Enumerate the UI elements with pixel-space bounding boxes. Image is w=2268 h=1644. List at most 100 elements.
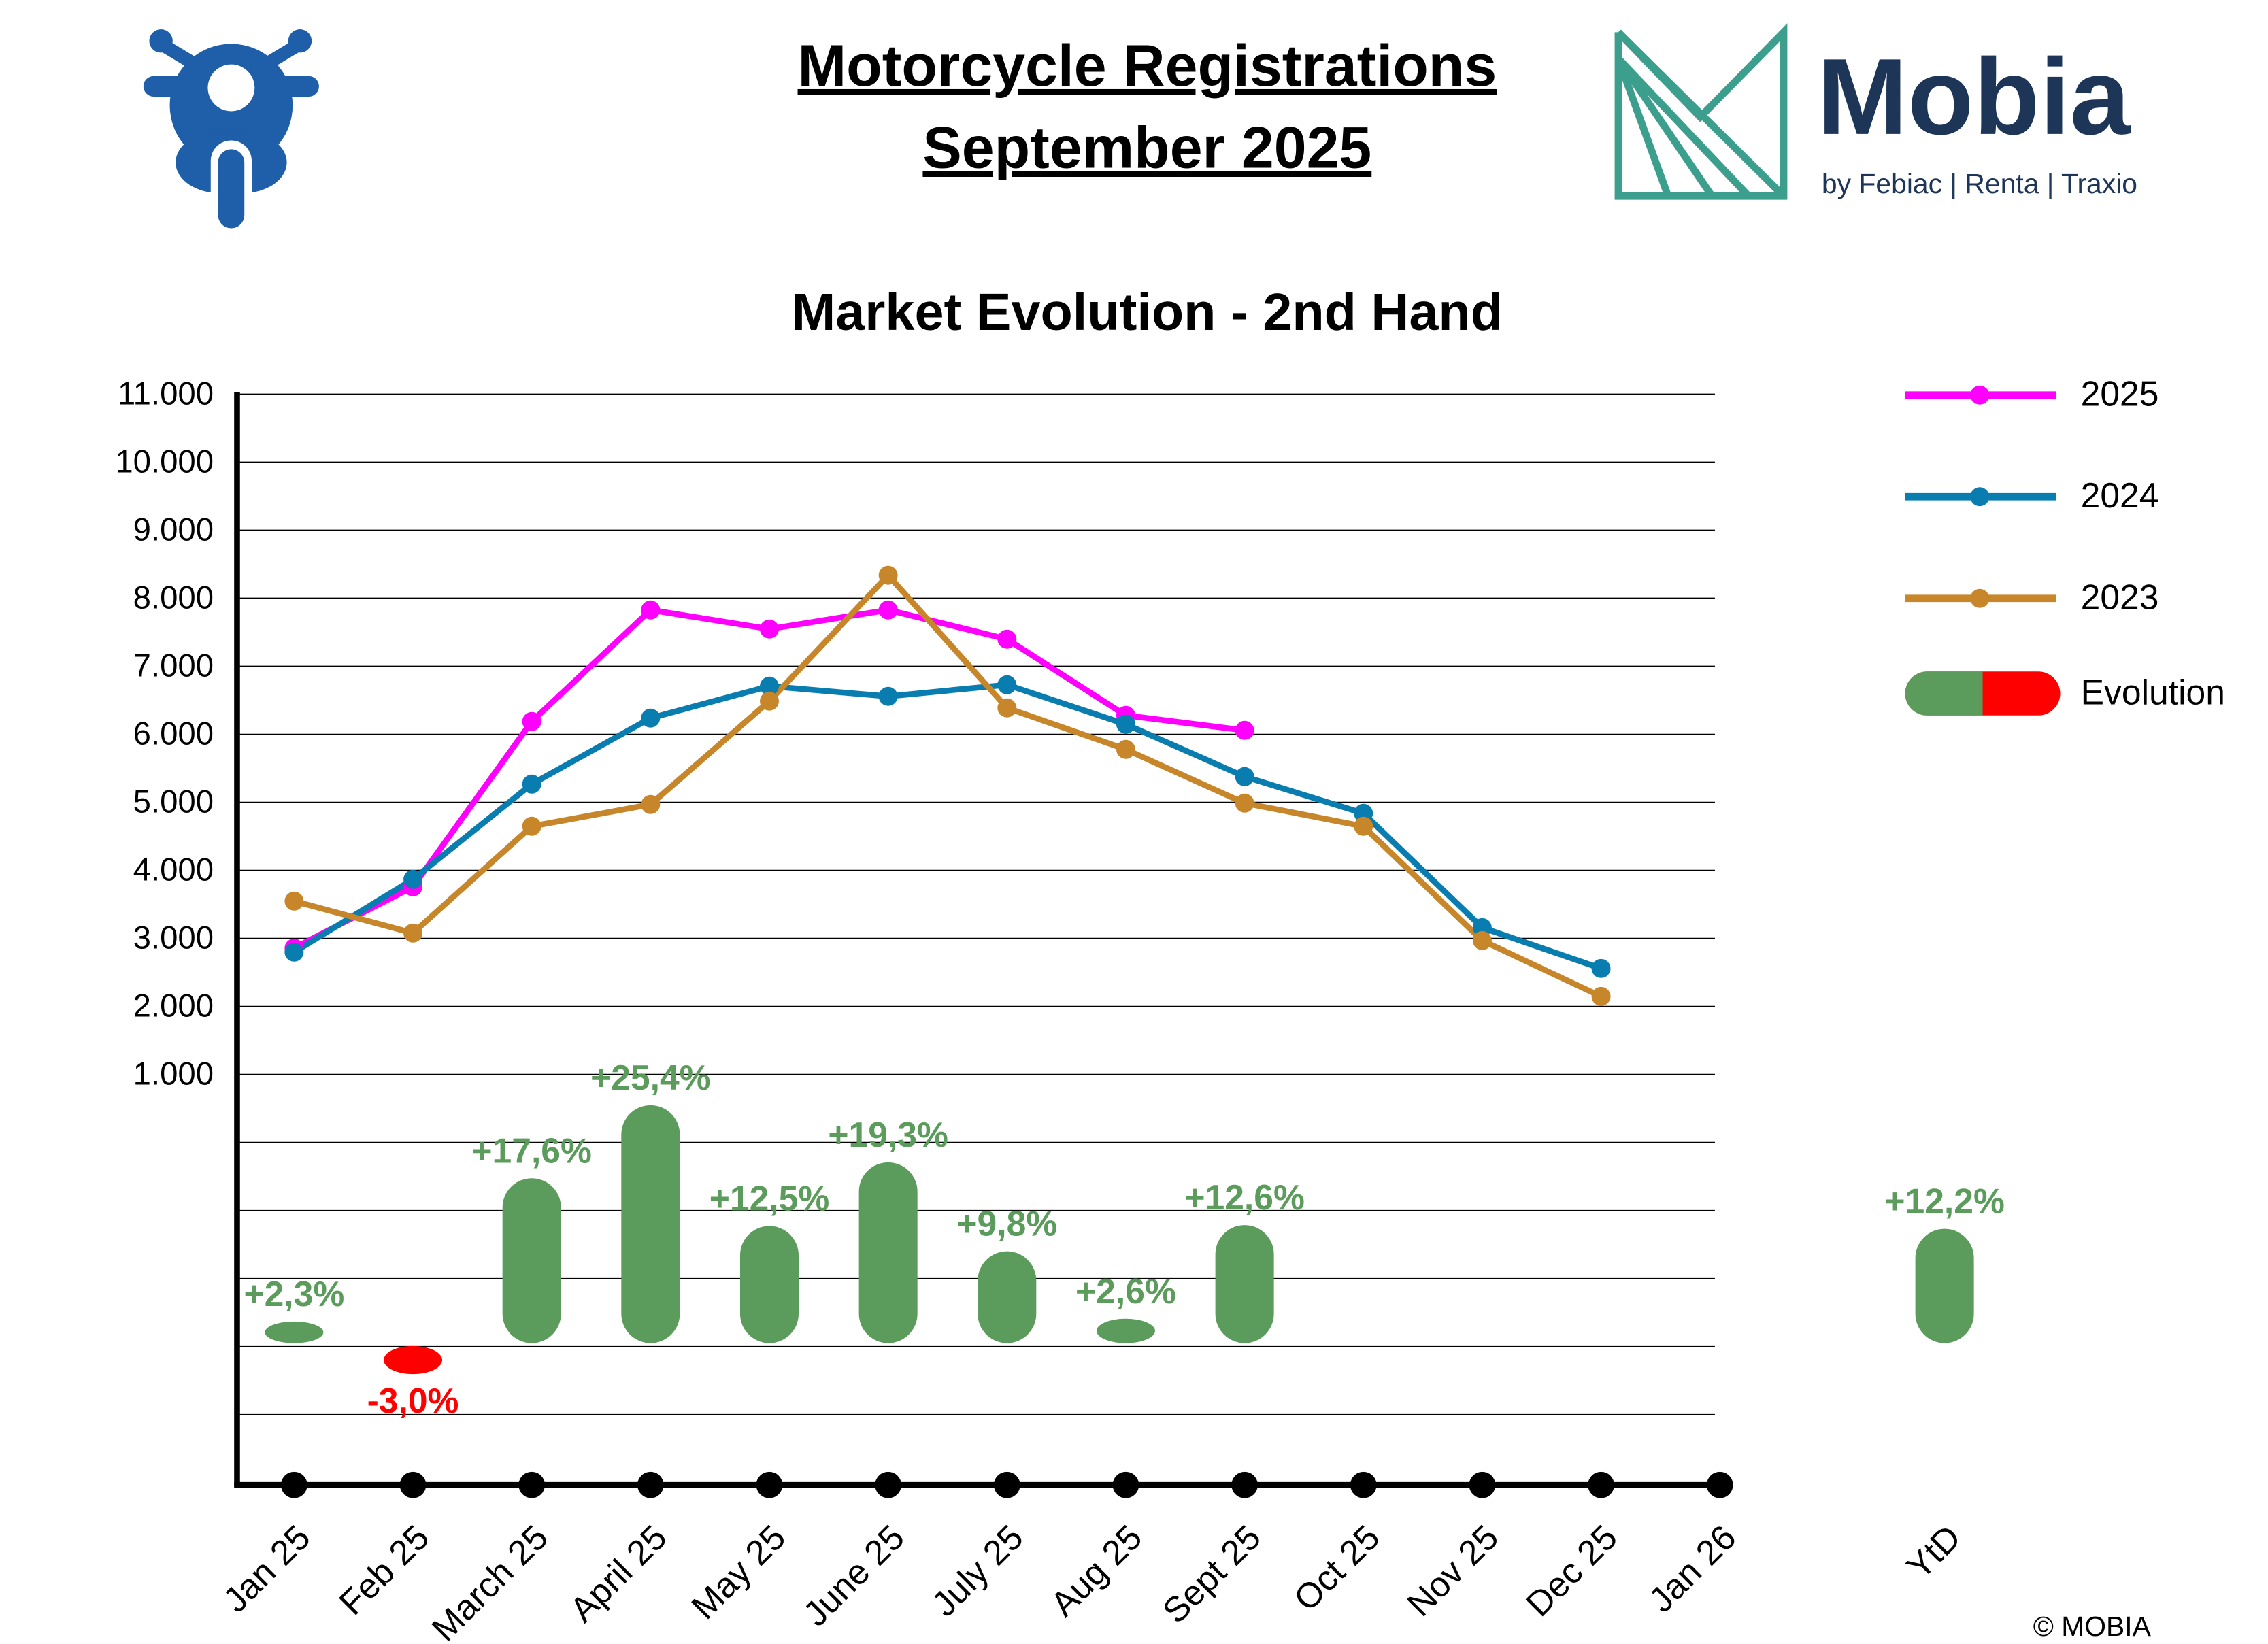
x-tick-dot <box>518 1471 546 1498</box>
x-tick-dot <box>637 1471 664 1498</box>
series-line <box>293 572 1603 999</box>
series-point <box>1472 930 1492 950</box>
series-point <box>522 774 541 794</box>
series-point <box>522 711 541 731</box>
evolution-bar <box>1215 1225 1274 1343</box>
y-tick-label: 8.000 <box>133 580 214 616</box>
series-point <box>1591 958 1611 978</box>
x-tick-dot <box>1469 1471 1496 1498</box>
legend-label: 2025 <box>2081 374 2159 414</box>
legend-label: 2024 <box>2081 475 2159 515</box>
legend-label: 2023 <box>2081 577 2159 617</box>
y-tick-label: 3.000 <box>133 920 214 956</box>
motorcycle-icon <box>143 29 319 231</box>
series-point <box>878 686 898 706</box>
evolution-bar <box>502 1178 561 1343</box>
series-point <box>1354 816 1373 836</box>
series-point <box>997 698 1017 718</box>
evolution-bar <box>621 1105 680 1343</box>
series-point <box>403 869 423 889</box>
x-tick-label: Sept 25 <box>1154 1517 1268 1631</box>
evolution-label: +19,3% <box>828 1115 948 1154</box>
x-tick-label: Dec 25 <box>1518 1517 1625 1624</box>
copyright: © MOBIA <box>2033 1611 2152 1642</box>
series-point <box>997 629 1017 649</box>
page-title: Motorcycle Registrations <box>798 33 1497 99</box>
x-tick-dot <box>993 1471 1020 1498</box>
logo-tagline: by Febiac | Renta | Traxio <box>1822 168 2137 199</box>
plot: 1.000 2.000 3.000 4.000 5.000 6.000 7.000 8.000… <box>115 374 2225 1644</box>
evolution-bar <box>1915 1228 1974 1343</box>
x-tick-label: April 25 <box>562 1517 674 1630</box>
evolution-label: -3,0% <box>367 1381 459 1420</box>
x-tick-dot <box>875 1471 902 1498</box>
series-point <box>641 600 661 620</box>
series-point <box>641 708 661 728</box>
chart-title: Market Evolution - 2nd Hand <box>792 283 1503 341</box>
evolution-label: +12,2% <box>1884 1181 2004 1221</box>
y-tick-label: 11.000 <box>118 375 214 412</box>
x-tick-dot <box>1706 1471 1733 1498</box>
evolution-bar <box>978 1251 1037 1343</box>
x-tick-label: Jan 25 <box>215 1517 318 1620</box>
logo-name: Mobia <box>1817 36 2131 157</box>
evolution-label: +17,6% <box>471 1130 591 1170</box>
series-point <box>878 600 898 620</box>
evolution-bar <box>739 1226 799 1343</box>
x-tick-dot <box>756 1471 783 1498</box>
page-title: September 2025 <box>922 115 1371 180</box>
x-tick-dot <box>1350 1471 1377 1498</box>
x-tick-label: Jan 26 <box>1641 1517 1744 1620</box>
series-point <box>760 619 779 639</box>
mobia-logo <box>1614 23 1788 200</box>
evolution-bar <box>858 1162 918 1343</box>
legend-marker <box>1970 487 1990 507</box>
x-tick-label: Feb 25 <box>331 1517 437 1623</box>
evolution-bar <box>1096 1318 1155 1343</box>
series-point <box>1116 714 1135 734</box>
x-tick-dot <box>1231 1471 1258 1498</box>
evolution-label: +25,4% <box>590 1058 710 1097</box>
y-tick-label: 4.000 <box>133 852 214 888</box>
y-tick-label: 2.000 <box>133 988 214 1024</box>
x-tick-label: July 25 <box>924 1517 1031 1624</box>
x-tick-label: Nov 25 <box>1399 1517 1506 1624</box>
x-tick-dot <box>281 1471 307 1498</box>
x-tick-dot <box>1112 1471 1139 1498</box>
series-point <box>1235 720 1254 740</box>
series-line <box>293 607 1246 951</box>
y-tick-label: 7.000 <box>133 648 214 684</box>
series-point <box>284 891 304 911</box>
legend-label: Evolution <box>2081 672 2225 711</box>
x-tick-dot <box>399 1471 427 1498</box>
series-point <box>1235 767 1254 786</box>
legend-marker <box>1970 588 1990 608</box>
x-tick-label: YtD <box>1899 1517 1968 1587</box>
series-line <box>293 682 1602 971</box>
series-point <box>997 675 1017 694</box>
series-point <box>878 565 898 585</box>
legend-marker <box>1970 385 1990 405</box>
y-tick-label: 10.000 <box>115 443 214 480</box>
evolution-label: +12,5% <box>710 1179 829 1218</box>
evolution-bar <box>265 1321 324 1343</box>
series-point <box>1235 793 1254 813</box>
series-point <box>1116 739 1135 759</box>
series-point <box>284 942 304 962</box>
y-tick-label: 5.000 <box>133 784 214 820</box>
evolution-label: +2,3% <box>244 1274 344 1313</box>
y-tick-label: 9.000 <box>133 511 214 548</box>
evolution-label: +12,6% <box>1184 1177 1304 1217</box>
x-tick-label: March 25 <box>424 1517 555 1644</box>
series-point <box>1591 986 1611 1006</box>
y-tick-label: 6.000 <box>133 716 214 752</box>
series-point <box>403 923 423 943</box>
x-tick-label: Oct 25 <box>1286 1517 1387 1619</box>
series-point <box>760 676 779 696</box>
x-tick-label: June 25 <box>795 1517 912 1634</box>
x-tick-label: May 25 <box>684 1517 793 1627</box>
x-tick-label: Aug 25 <box>1043 1517 1150 1624</box>
x-tick-dot <box>1588 1471 1614 1498</box>
series-point <box>522 816 541 836</box>
